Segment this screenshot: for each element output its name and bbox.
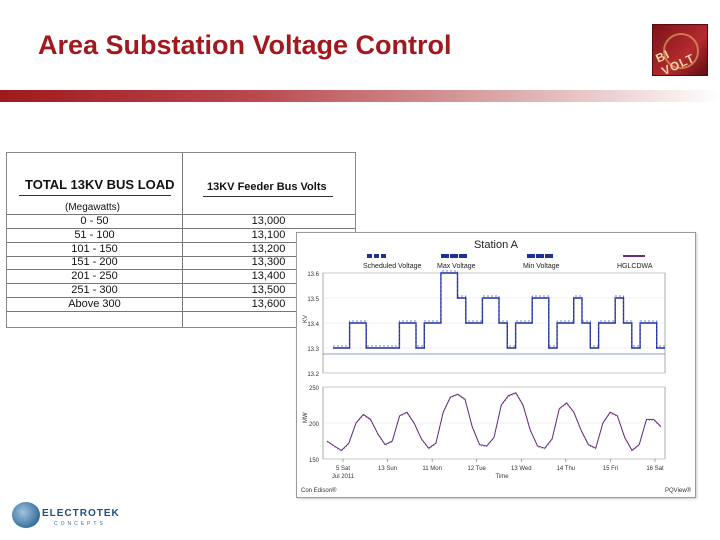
electrotek-sub: CONCEPTS — [54, 521, 106, 527]
x-tick-label: 14 Thu — [557, 466, 576, 472]
header-feeder-volts: 13KV Feeder Bus Volts — [207, 181, 327, 193]
bi-volt-logo: BI VOLT — [652, 24, 708, 76]
table-bottom-line — [7, 311, 355, 312]
electrotek-swirl-icon — [12, 502, 40, 528]
upper-tick-label: 13.4 — [307, 322, 319, 328]
upper-tick-label: 13.2 — [307, 372, 319, 378]
x-tick-label: 13 Sun — [378, 466, 397, 472]
legend-swatch — [536, 254, 544, 258]
lower-tick-label: 200 — [309, 422, 320, 428]
cell-load: 51 - 100 — [74, 228, 115, 241]
load-series-overlay — [326, 393, 662, 452]
row-divider — [7, 214, 355, 215]
cell-volts: 13,600 — [251, 297, 286, 310]
legend-swatch — [527, 254, 535, 258]
header-underline — [19, 195, 171, 196]
chart-svg: Station A Scheduled Voltage Max Voltage Min… — [301, 239, 692, 494]
logo-ring-shape — [663, 33, 699, 69]
legend-label: Max Voltage — [437, 263, 476, 270]
upper-ylabel: KV — [303, 315, 309, 323]
cell-volts: 13,200 — [251, 242, 286, 255]
x-tick-label: 16 Sat — [646, 466, 664, 472]
x-tick-label: 15 Fri — [603, 466, 618, 472]
title-underline-bar — [0, 90, 720, 102]
electrotek-name: ELECTROTEK — [42, 508, 120, 519]
table-row: 151 - 200 13,300 — [7, 256, 355, 271]
x-subtitle: Jul 2011 — [332, 474, 355, 480]
cell-volts: 13,300 — [251, 256, 286, 269]
station-a-chart: Station A Scheduled Voltage Max Voltage Min… — [296, 232, 696, 498]
cell-load: 151 - 200 — [71, 256, 118, 269]
legend-swatch — [545, 254, 553, 258]
legend-label: HGLCDWA — [617, 263, 653, 270]
cell-volts: 13,000 — [251, 215, 286, 227]
subheader-megawatts: (Megawatts) — [65, 202, 121, 213]
legend-swatch — [441, 254, 449, 258]
header-bus-load: TOTAL 13KV BUS LOAD — [25, 177, 175, 192]
cell-load: 101 - 150 — [71, 242, 118, 255]
cell-load: 251 - 300 — [71, 284, 118, 296]
lower-tick-label: 150 — [309, 458, 320, 464]
column-divider — [182, 153, 183, 327]
legend-swatch — [367, 254, 372, 258]
table-row: 251 - 300 13,500 — [7, 284, 355, 298]
electrotek-logo: ELECTROTEK CONCEPTS — [12, 500, 122, 532]
upper-tick-label: 13.3 — [307, 347, 319, 353]
chart-footer-right: PQView® — [665, 487, 692, 494]
chart-footer-left: Con Edison® — [301, 487, 337, 494]
table-row: 51 - 100 13,100 — [7, 229, 355, 243]
legend-swatch — [623, 255, 645, 257]
upper-tick-label: 13.6 — [307, 272, 319, 278]
legend-label: Scheduled Voltage — [363, 263, 421, 270]
chart-title: Station A — [474, 239, 519, 251]
lower-ylabel: MW — [303, 412, 309, 423]
legend-swatch — [381, 254, 386, 258]
load-series — [326, 392, 662, 452]
x-axis-label: Time — [495, 474, 509, 480]
cell-load: 0 - 50 — [80, 215, 109, 227]
max-voltage-series — [333, 270, 665, 347]
slide-title: Area Substation Voltage Control — [38, 30, 452, 60]
legend-swatch — [374, 254, 379, 258]
cell-volts: 13,100 — [251, 228, 286, 241]
header-underline — [203, 196, 333, 197]
legend-swatch — [459, 254, 467, 258]
cell-volts: 13,400 — [251, 270, 286, 283]
legend-swatch — [450, 254, 458, 258]
x-tick-label: 13 Wed — [511, 466, 532, 472]
table-row: 201 - 250 13,400 — [7, 270, 355, 285]
x-tick-label: 11 Mon — [422, 466, 442, 472]
upper-tick-label: 13.5 — [307, 297, 319, 303]
x-tick-label: 12 Tue — [468, 466, 487, 472]
lower-tick-label: 250 — [309, 386, 320, 392]
cell-load: Above 300 — [68, 297, 121, 310]
legend-label: Min Voltage — [523, 263, 560, 270]
cell-load: 201 - 250 — [71, 270, 118, 283]
x-tick-label: 5 Sat — [336, 466, 350, 472]
table-row: 101 - 150 13,200 — [7, 243, 355, 257]
cell-volts: 13,500 — [251, 284, 286, 296]
table-row: 0 - 50 13,000 — [7, 215, 355, 229]
